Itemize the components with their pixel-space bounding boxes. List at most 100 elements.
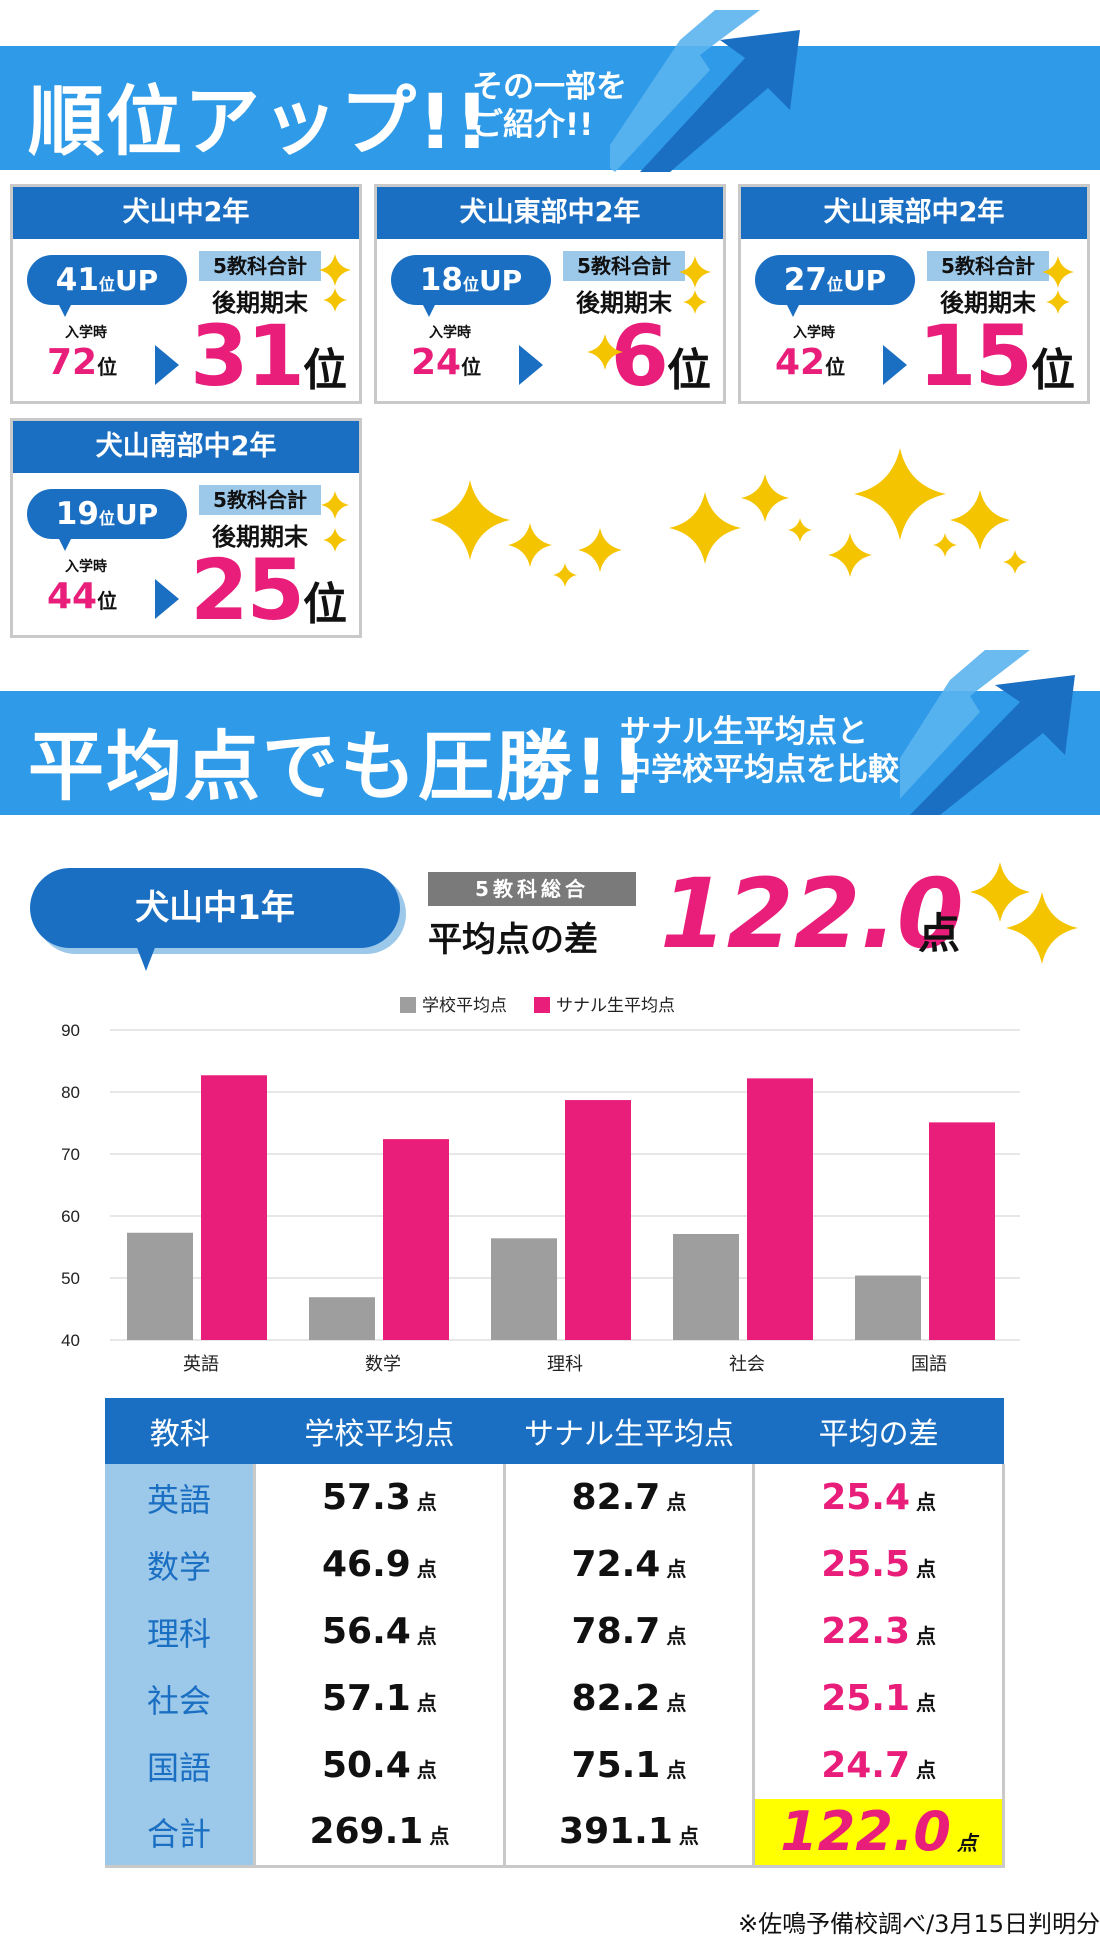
point-unit: 点 bbox=[416, 1758, 437, 1782]
point-unit: 点 bbox=[916, 1557, 937, 1581]
entry-rank-unit: 位 bbox=[97, 589, 118, 613]
point-unit: 点 bbox=[916, 1624, 937, 1648]
entry-rank-unit: 位 bbox=[825, 355, 846, 379]
school-average-cell: 56.4 点 bbox=[253, 1598, 506, 1665]
final-rank: 25位 bbox=[190, 541, 347, 639]
sparkle-icon bbox=[669, 492, 741, 564]
average-diff-label: 平均点の差 bbox=[428, 920, 598, 960]
average-diff-unit: 点 bbox=[918, 909, 961, 958]
rank-up-subtitle: その一部を ご紹介!! bbox=[472, 68, 627, 144]
rank-up-number: 41 bbox=[55, 262, 99, 298]
entry-label: 入学時 bbox=[65, 559, 107, 575]
school-average-cell: 57.3 点 bbox=[253, 1464, 506, 1531]
subject-tag: 5教科合計 bbox=[199, 251, 321, 281]
speech-tail-icon bbox=[57, 301, 73, 317]
rank-up-subtitle-line2: ご紹介!! bbox=[472, 107, 594, 143]
average-diff-value: 122.0 bbox=[660, 858, 964, 970]
school-average-cell: 57.1 点 bbox=[253, 1665, 506, 1732]
sanaru-average-value: 82.2 bbox=[571, 1678, 661, 1719]
y-tick-label: 50 bbox=[61, 1269, 80, 1288]
sparkle-icon bbox=[508, 523, 552, 567]
point-unit: 点 bbox=[957, 1831, 978, 1856]
speech-tail-icon bbox=[57, 535, 73, 551]
subject-cell: 合計 bbox=[105, 1799, 255, 1868]
rank-up-subtitle-line1: その一部を bbox=[472, 69, 627, 105]
school-average-cell: 46.9 点 bbox=[253, 1531, 506, 1598]
term-label: 後期期末 bbox=[212, 523, 308, 551]
triangle-right-icon bbox=[155, 579, 179, 619]
sanaru-average-value: 78.7 bbox=[571, 1611, 661, 1652]
average-title: 平均点でも圧勝!! bbox=[28, 722, 648, 811]
final-rank-unit: 位 bbox=[667, 345, 711, 396]
difference-cell: 25.1 点 bbox=[752, 1665, 1005, 1732]
table-header-row: 教科 学校平均点 サナル生平均点 平均の差 bbox=[105, 1398, 1004, 1464]
difference-value: 122.0 bbox=[780, 1800, 952, 1864]
bar bbox=[127, 1232, 193, 1340]
term-label: 後期期末 bbox=[940, 289, 1036, 317]
up-arrow-icon bbox=[900, 650, 1075, 815]
subject-cell: 英語 bbox=[105, 1464, 255, 1531]
difference-cell: 22.3 点 bbox=[752, 1598, 1005, 1665]
rank-card-school: 犬山東部中2年 bbox=[377, 187, 723, 239]
point-unit: 点 bbox=[429, 1824, 450, 1849]
final-rank-value: 25 bbox=[190, 541, 305, 639]
sparkle-icon bbox=[683, 290, 707, 314]
rank-up-badge: 19位UP bbox=[27, 489, 187, 539]
triangle-right-icon bbox=[155, 345, 179, 385]
x-tick-label: 理科 bbox=[547, 1354, 583, 1375]
entry-label: 入学時 bbox=[65, 325, 107, 341]
sparkle-icon bbox=[679, 256, 711, 288]
term-label: 後期期末 bbox=[576, 289, 672, 317]
triangle-right-icon bbox=[883, 345, 907, 385]
school-average-value: 269.1 bbox=[309, 1811, 424, 1853]
bar bbox=[673, 1233, 739, 1340]
bar bbox=[747, 1078, 813, 1340]
subject-tag: 5教科合計 bbox=[563, 251, 685, 281]
rank-up-badge: 18位UP bbox=[391, 255, 551, 305]
subject-cell: 社会 bbox=[105, 1665, 255, 1732]
difference-value: 22.3 bbox=[821, 1611, 911, 1652]
point-unit: 点 bbox=[916, 1691, 937, 1715]
legend-swatch bbox=[534, 997, 550, 1013]
entry-label: 入学時 bbox=[429, 325, 471, 341]
final-rank: 6位 bbox=[611, 307, 711, 405]
entry-rank-value: 24 bbox=[411, 342, 462, 383]
legend-label: サナル生平均点 bbox=[556, 996, 675, 1016]
final-rank-value: 31 bbox=[190, 307, 305, 405]
sparkle-icon bbox=[587, 334, 623, 370]
point-unit: 点 bbox=[666, 1624, 687, 1648]
header-subject: 教科 bbox=[105, 1398, 255, 1464]
sanaru-average-cell: 391.1 点 bbox=[502, 1799, 756, 1868]
table-row: 社会 57.1 点 82.2 点 25.1 点 bbox=[105, 1665, 1005, 1732]
rank-card: 犬山東部中2年 27位UP 5教科合計 後期期末 入学時 42位 15位 bbox=[738, 184, 1090, 405]
school-badge: 犬山中1年 bbox=[30, 868, 400, 948]
subject-cell: 国語 bbox=[105, 1732, 255, 1799]
sparkle-icon bbox=[854, 448, 946, 540]
rank-up-unit: 位 bbox=[826, 275, 843, 294]
difference-value: 25.4 bbox=[821, 1477, 911, 1518]
school-average-cell: 269.1 点 bbox=[253, 1799, 506, 1868]
entry-rank-value: 72 bbox=[47, 342, 98, 383]
bar bbox=[383, 1139, 449, 1340]
bar bbox=[565, 1100, 631, 1340]
sanaru-average-value: 72.4 bbox=[571, 1544, 661, 1585]
y-tick-label: 90 bbox=[61, 1021, 80, 1040]
table-row: 理科 56.4 点 78.7 点 22.3 点 bbox=[105, 1598, 1005, 1665]
speech-tail-icon bbox=[136, 945, 156, 971]
sparkle-icon bbox=[578, 528, 622, 572]
sparkle-icon bbox=[319, 254, 351, 286]
point-unit: 点 bbox=[416, 1624, 437, 1648]
subject-cell: 数学 bbox=[105, 1531, 255, 1598]
difference-total-cell: 122.0 点 bbox=[752, 1799, 1005, 1868]
sanaru-average-cell: 72.4 点 bbox=[502, 1531, 756, 1598]
difference-cell: 24.7 点 bbox=[752, 1732, 1005, 1799]
average-subtitle-line2: 中学校平均点を比較 bbox=[620, 752, 899, 788]
up-arrow-icon bbox=[610, 10, 800, 172]
legend-label: 学校平均点 bbox=[422, 996, 507, 1016]
point-unit: 点 bbox=[416, 1691, 437, 1715]
table-total-row: 合計 269.1 点 391.1 点 122.0 点 bbox=[105, 1799, 1005, 1868]
rank-up-unit: 位 bbox=[462, 275, 479, 294]
rank-up-badge: 27位UP bbox=[755, 255, 915, 305]
bar bbox=[491, 1238, 557, 1340]
